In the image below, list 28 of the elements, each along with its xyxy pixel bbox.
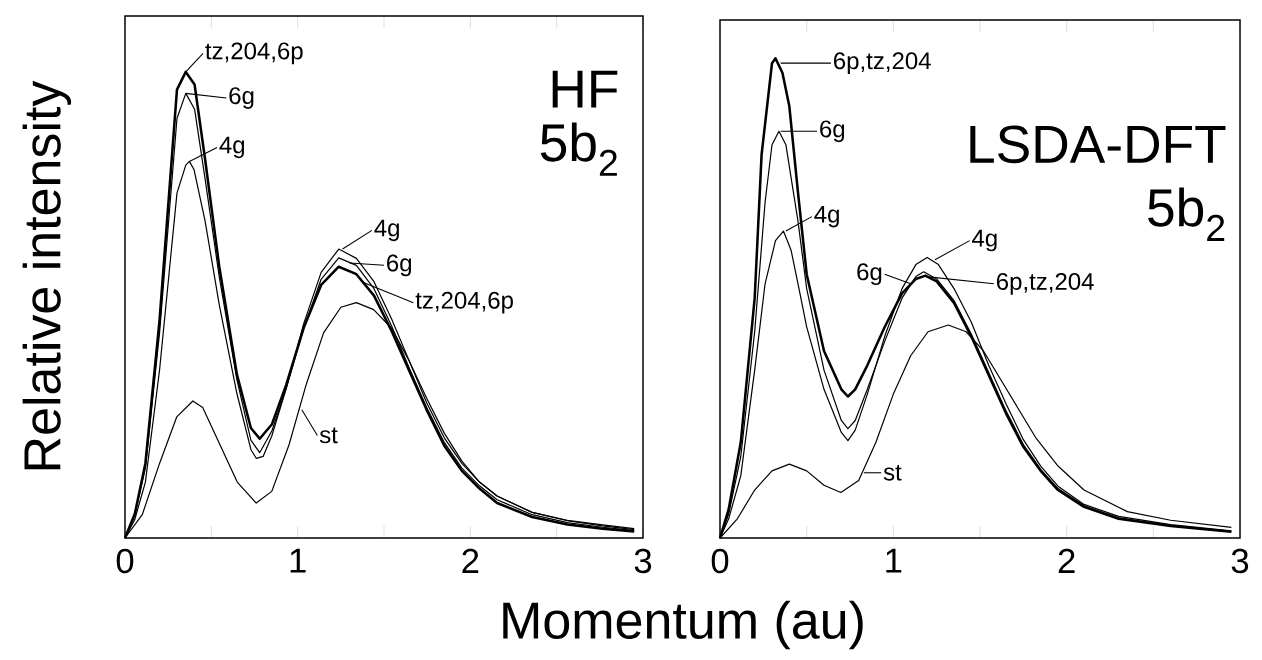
annotation: LSDA-DFT xyxy=(970,125,1226,164)
x-axis-title: Momentum (au) xyxy=(503,600,863,650)
annotation: 4g xyxy=(814,205,839,228)
x-tick-label: 2 xyxy=(1058,548,1075,573)
annotation: tz,204,6p xyxy=(205,42,303,65)
annotation: 4g xyxy=(219,136,245,159)
annotation: HF xyxy=(552,70,618,108)
annotation: 6g xyxy=(229,87,254,109)
annotation: 6p,tz,204 xyxy=(996,272,1094,295)
annotation: st xyxy=(319,427,338,444)
annotation: 6p,tz,204 xyxy=(834,52,931,75)
annotation: st xyxy=(883,464,902,481)
annotation: 4g xyxy=(972,229,997,252)
x-tick-label: 1 xyxy=(290,548,306,573)
x-tick-label: 0 xyxy=(116,548,134,574)
annotation: 4g xyxy=(374,219,399,242)
x-tick-label: 0 xyxy=(711,548,729,574)
annotation: tz,204,6p xyxy=(415,291,513,314)
annotation: 6g xyxy=(820,120,845,143)
x-tick-label: 2 xyxy=(462,548,479,573)
x-tick-label: 3 xyxy=(634,548,652,574)
annotation: 5b$_{2}$ xyxy=(1148,187,1225,241)
x-tick-label: 1 xyxy=(886,548,902,573)
annotation: 6g xyxy=(387,254,412,277)
y-axis-title: Relative intensity xyxy=(22,80,72,470)
annotation: 5b$_{2}$ xyxy=(540,122,617,176)
annotation: 6g xyxy=(857,263,882,286)
x-tick-label: 3 xyxy=(1231,548,1249,574)
